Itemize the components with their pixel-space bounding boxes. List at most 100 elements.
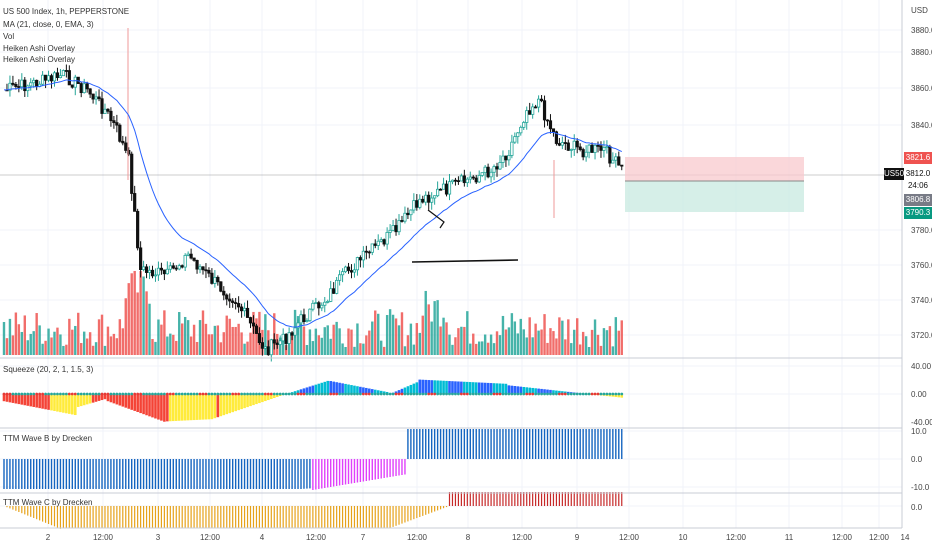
volume-bar bbox=[546, 342, 549, 355]
squeeze-dot bbox=[106, 392, 110, 396]
volume-bar bbox=[207, 334, 211, 355]
volume-bar bbox=[540, 329, 543, 355]
candle-body bbox=[611, 159, 615, 164]
volume-bar bbox=[59, 334, 62, 355]
position-zones[interactable] bbox=[625, 157, 804, 212]
volume-bar bbox=[451, 344, 454, 355]
squeeze-dot bbox=[177, 392, 181, 396]
squeeze-bar bbox=[513, 386, 517, 394]
squeeze-bar bbox=[94, 394, 98, 402]
squeeze-bar bbox=[243, 394, 246, 409]
squeeze-dot bbox=[47, 392, 50, 396]
squeeze-bar bbox=[376, 390, 380, 394]
volume-bar bbox=[77, 312, 80, 355]
candle-body bbox=[254, 325, 259, 334]
time-tick: 12:00 bbox=[92, 533, 114, 542]
candle-body bbox=[305, 320, 309, 323]
volume-bar bbox=[418, 332, 421, 355]
candle-body bbox=[228, 298, 232, 302]
legend-squeeze[interactable]: Squeeze (20, 2, 1, 1.5, 3) bbox=[3, 365, 94, 374]
time-tick: 12:00 bbox=[511, 533, 533, 542]
symbol-title[interactable]: US 500 Index, 1h, PEPPERSTONE bbox=[3, 7, 130, 16]
squeeze-bar bbox=[41, 394, 44, 409]
symbol-tag[interactable]: US500 bbox=[884, 168, 909, 180]
time-tick: 11 bbox=[784, 533, 794, 542]
squeeze-dot bbox=[171, 392, 175, 396]
squeeze-dot bbox=[433, 392, 437, 396]
candle-body bbox=[242, 307, 247, 312]
squeeze-dot bbox=[225, 392, 229, 396]
candle-body bbox=[614, 156, 618, 161]
volume-bar bbox=[611, 346, 615, 355]
candle-body bbox=[548, 120, 553, 130]
volume-bar bbox=[469, 343, 472, 355]
squeeze-dot bbox=[620, 392, 624, 396]
squeeze-bar bbox=[267, 394, 270, 401]
trend-drawings[interactable] bbox=[411, 209, 519, 263]
squeeze-dot bbox=[260, 392, 264, 396]
legend-vol[interactable]: Vol bbox=[3, 32, 15, 41]
volume-bar bbox=[85, 338, 89, 355]
volume-bar bbox=[186, 320, 190, 355]
squeeze-tick: 0.00 bbox=[911, 390, 927, 399]
candle-body bbox=[109, 110, 113, 122]
volume-bar bbox=[195, 341, 199, 355]
squeeze-bar bbox=[204, 394, 208, 420]
candle-body bbox=[239, 306, 244, 312]
squeeze-bar bbox=[335, 382, 338, 394]
squeeze-dot bbox=[359, 392, 362, 396]
legend-ma[interactable]: MA (21, close, 0, EMA, 3) bbox=[3, 20, 94, 29]
candle-body bbox=[100, 98, 104, 114]
squeeze-bar bbox=[495, 383, 499, 394]
squeeze-bar bbox=[314, 384, 318, 394]
volume-bar bbox=[26, 340, 29, 355]
candle-body bbox=[599, 145, 603, 151]
squeeze-dot bbox=[403, 392, 407, 396]
legend-heiken[interactable]: Heiken Ashi Overlay bbox=[3, 55, 76, 64]
volume-bar bbox=[466, 311, 469, 355]
volume-bar bbox=[403, 346, 407, 355]
volume-bar bbox=[166, 336, 169, 355]
pattern-sketch bbox=[427, 209, 445, 229]
squeeze-bar bbox=[11, 394, 15, 403]
last-price-tag[interactable]: 3812.0 bbox=[904, 168, 932, 180]
legend-ttm-wave-c[interactable]: TTM Wave C by Drecken bbox=[3, 498, 93, 507]
volume-bar bbox=[581, 331, 585, 355]
candle-body bbox=[489, 171, 493, 178]
squeeze-bar bbox=[463, 381, 466, 394]
squeeze-dot bbox=[531, 392, 535, 396]
volume-bar bbox=[605, 330, 609, 355]
stop-loss-tag[interactable]: 3821.6 bbox=[904, 152, 932, 164]
candle-body bbox=[358, 257, 363, 261]
candle-body bbox=[67, 70, 71, 86]
squeeze-bar bbox=[2, 394, 6, 402]
legend-ttm-wave[interactable]: TTM Wave B by Drecken bbox=[3, 434, 93, 443]
volume-bar bbox=[29, 333, 32, 355]
squeeze-dot bbox=[23, 392, 27, 396]
candle-body bbox=[563, 142, 567, 144]
squeeze-bar bbox=[109, 394, 113, 403]
volume-bars bbox=[2, 270, 623, 355]
squeeze-dot bbox=[249, 392, 252, 396]
pane-separators[interactable] bbox=[0, 0, 903, 529]
volume-bar bbox=[124, 298, 127, 355]
candle-body bbox=[231, 300, 235, 303]
entry-tag[interactable]: 3806.8 bbox=[904, 194, 932, 206]
squeeze-dot bbox=[445, 392, 448, 396]
volume-bar bbox=[578, 344, 582, 355]
squeeze-dot bbox=[442, 392, 445, 396]
volume-bar bbox=[335, 321, 338, 355]
target-tag[interactable]: 3790.3 bbox=[904, 207, 932, 219]
candle-body bbox=[257, 333, 262, 344]
candle-body bbox=[539, 98, 544, 102]
candle-body bbox=[64, 70, 68, 72]
volume-bar bbox=[183, 316, 187, 355]
squeeze-bar bbox=[258, 394, 261, 404]
squeeze-bar bbox=[234, 394, 237, 412]
legend-heiken[interactable]: Heiken Ashi Overlay bbox=[3, 44, 76, 53]
volume-bar bbox=[584, 336, 588, 355]
squeeze-dot bbox=[195, 392, 199, 396]
squeeze-bar bbox=[261, 394, 264, 403]
volume-bar bbox=[608, 326, 612, 355]
